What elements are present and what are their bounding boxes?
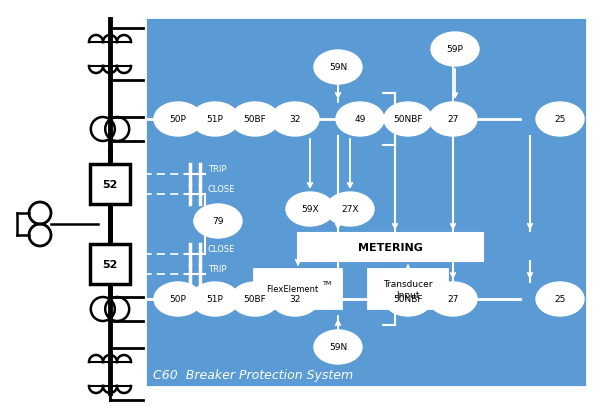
Text: 52: 52 bbox=[103, 180, 118, 190]
Text: 27X: 27X bbox=[341, 205, 359, 214]
Text: 50P: 50P bbox=[170, 115, 187, 124]
Ellipse shape bbox=[286, 192, 334, 226]
Bar bbox=[254, 269, 342, 309]
Ellipse shape bbox=[231, 282, 279, 316]
Text: 52: 52 bbox=[103, 259, 118, 269]
Ellipse shape bbox=[194, 204, 242, 238]
Ellipse shape bbox=[154, 282, 202, 316]
Ellipse shape bbox=[384, 103, 432, 137]
Text: 27: 27 bbox=[448, 295, 458, 304]
Text: 32: 32 bbox=[289, 115, 301, 124]
Ellipse shape bbox=[536, 282, 584, 316]
Text: TRIP: TRIP bbox=[208, 165, 227, 174]
Ellipse shape bbox=[429, 282, 477, 316]
Ellipse shape bbox=[191, 103, 239, 137]
Text: 32: 32 bbox=[289, 295, 301, 304]
Ellipse shape bbox=[271, 103, 319, 137]
Ellipse shape bbox=[154, 103, 202, 137]
Text: C60  Breaker Protection System: C60 Breaker Protection System bbox=[153, 369, 353, 382]
Bar bbox=[368, 269, 448, 309]
Text: 50BF: 50BF bbox=[244, 115, 266, 124]
Text: 51P: 51P bbox=[206, 115, 223, 124]
Ellipse shape bbox=[314, 51, 362, 85]
Ellipse shape bbox=[191, 282, 239, 316]
Ellipse shape bbox=[429, 103, 477, 137]
Ellipse shape bbox=[271, 282, 319, 316]
Ellipse shape bbox=[231, 103, 279, 137]
Ellipse shape bbox=[536, 103, 584, 137]
Bar bbox=[145, 18, 587, 387]
Text: 59N: 59N bbox=[329, 343, 347, 351]
Text: 50BF: 50BF bbox=[244, 295, 266, 304]
Text: 79: 79 bbox=[212, 217, 224, 226]
Text: 50NBF: 50NBF bbox=[393, 115, 423, 124]
Text: 59P: 59P bbox=[446, 45, 463, 55]
Text: 59X: 59X bbox=[301, 205, 319, 214]
Text: 49: 49 bbox=[355, 115, 365, 124]
Ellipse shape bbox=[326, 192, 374, 226]
Text: 51P: 51P bbox=[206, 295, 223, 304]
Text: TRIP: TRIP bbox=[208, 265, 227, 274]
Bar bbox=[90, 165, 130, 204]
Ellipse shape bbox=[384, 282, 432, 316]
Text: 25: 25 bbox=[554, 115, 566, 124]
Text: 27: 27 bbox=[448, 115, 458, 124]
Text: Transducer
Input: Transducer Input bbox=[383, 280, 433, 299]
Bar bbox=[90, 244, 130, 284]
Text: CLOSE: CLOSE bbox=[208, 245, 235, 254]
Text: METERING: METERING bbox=[358, 242, 422, 252]
Text: 59N: 59N bbox=[329, 63, 347, 72]
Text: CLOSE: CLOSE bbox=[208, 185, 235, 194]
Text: FlexElement: FlexElement bbox=[266, 285, 318, 294]
Text: 50NBF: 50NBF bbox=[393, 295, 423, 304]
Text: 25: 25 bbox=[554, 295, 566, 304]
Bar bbox=[298, 233, 482, 261]
Ellipse shape bbox=[314, 330, 362, 364]
Text: 50P: 50P bbox=[170, 295, 187, 304]
Ellipse shape bbox=[336, 103, 384, 137]
Text: TM: TM bbox=[323, 281, 332, 286]
Ellipse shape bbox=[431, 33, 479, 67]
